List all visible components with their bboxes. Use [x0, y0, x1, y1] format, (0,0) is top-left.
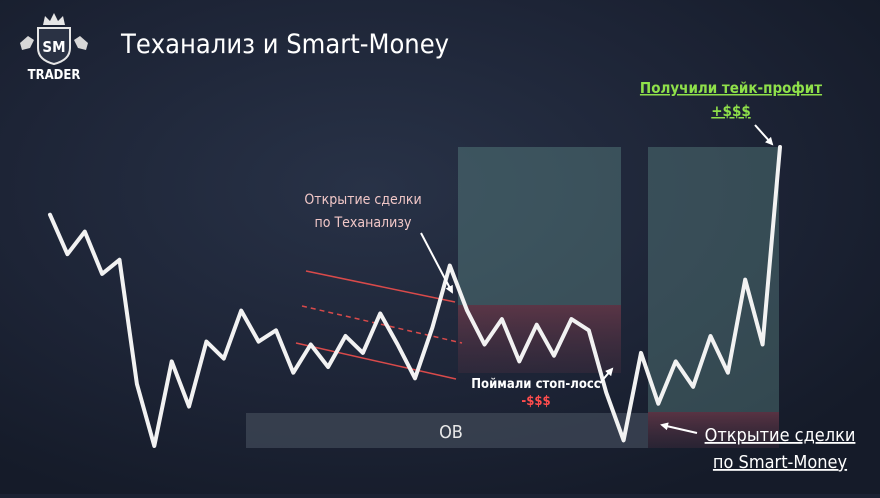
sm-entry-label-line2: по Smart-Money — [713, 452, 848, 473]
take-profit-label-line1: Получили тейк-профит — [640, 79, 822, 97]
take-profit-zone-ta — [458, 147, 621, 305]
stop-loss-label-line2: -$$$ — [521, 394, 550, 409]
ta-entry-label-line2: по Теханализу — [315, 215, 412, 231]
brand-monogram: SM — [42, 38, 65, 56]
ta-entry-label-line1: Открытие сделки — [304, 192, 421, 208]
stop-loss-label-line1: Поймали стоп-лосс — [471, 377, 601, 392]
sm-entry-label-line1: Открытие сделки — [705, 425, 856, 446]
take-profit-zone-sm — [648, 147, 779, 412]
ob-label: OB — [439, 422, 463, 443]
take-profit-label-line2: +$$$ — [711, 102, 750, 120]
chart-title: Теханализ и Smart-Money — [120, 29, 449, 60]
brand-name: TRADER — [28, 68, 81, 83]
